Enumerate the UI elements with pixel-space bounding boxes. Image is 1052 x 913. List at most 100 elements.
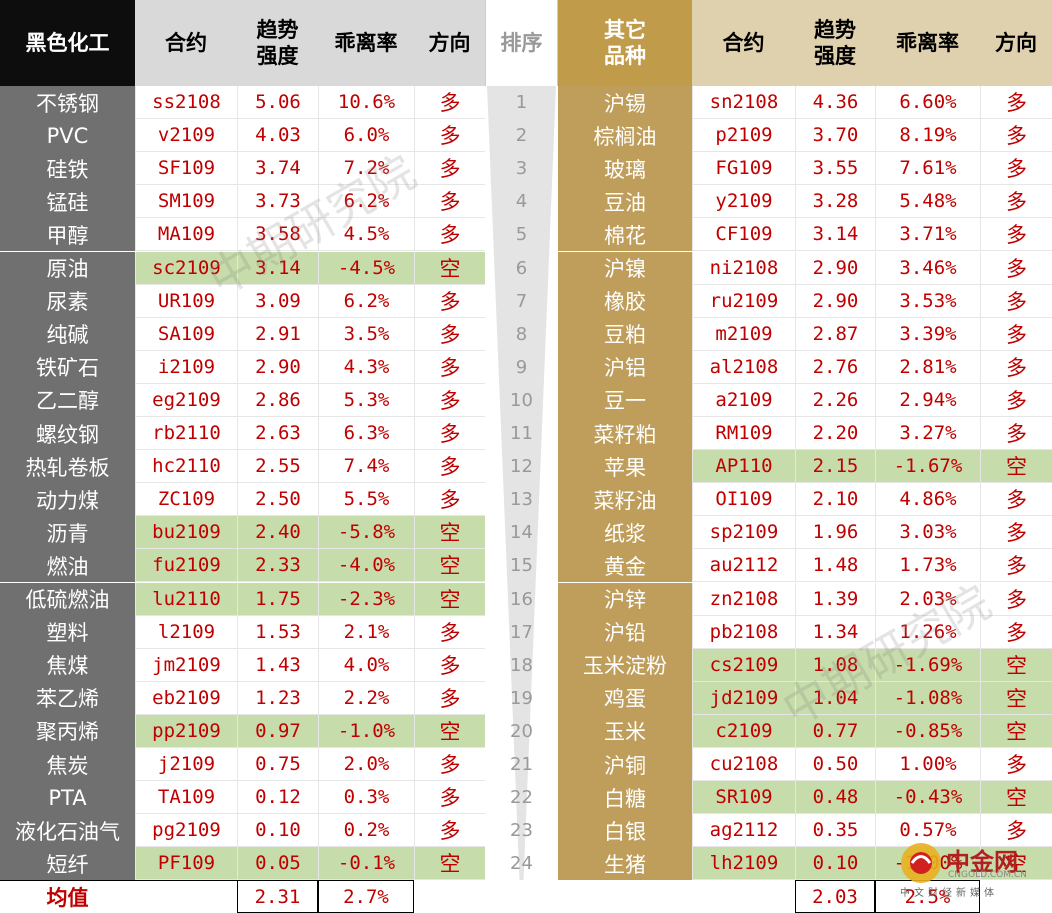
left-strength: 2.33 (237, 549, 318, 583)
left-deviation: 6.2% (318, 284, 414, 318)
left-name: 聚丙烯 (0, 714, 135, 748)
left-strength: 2.63 (237, 417, 318, 451)
right-direction: 多 (980, 483, 1052, 517)
left-contract: sc2109 (135, 251, 237, 285)
right-contract-header: 合约 (692, 0, 795, 86)
right-direction: 多 (980, 814, 1052, 848)
left-deviation: 7.2% (318, 152, 414, 186)
rank-number: 4 (515, 191, 528, 213)
right-strength: 1.96 (795, 516, 875, 550)
right-deviation: 1.26% (875, 615, 980, 649)
left-name: 铁矿石 (0, 350, 135, 384)
right-contract: ag2112 (692, 814, 795, 848)
right-name: 沪锌 (558, 582, 692, 616)
left-strength: 3.73 (237, 185, 318, 219)
right-contract: sn2108 (692, 86, 795, 120)
rank-number: 19 (510, 687, 533, 709)
right-contract: lh2109 (692, 847, 795, 881)
left-deviation: 2.0% (318, 748, 414, 782)
left-contract: pp2109 (135, 714, 237, 748)
left-contract: MA109 (135, 218, 237, 252)
left-strength: 0.75 (237, 748, 318, 782)
rank-number: 13 (510, 489, 533, 511)
left-deviation: 3.5% (318, 317, 414, 351)
rank-number: 21 (510, 754, 533, 776)
right-category-header: 其它 品种 (558, 0, 692, 86)
right-contract: y2109 (692, 185, 795, 219)
right-strength: 0.10 (795, 847, 875, 881)
left-direction: 空 (414, 251, 485, 285)
left-direction: 多 (414, 615, 485, 649)
left-direction: 空 (414, 516, 485, 550)
left-strength: 5.06 (237, 86, 318, 120)
left-direction: 多 (414, 417, 485, 451)
right-strength: 1.08 (795, 648, 875, 682)
right-name: 菜籽油 (558, 483, 692, 517)
right-deviation: 6.60% (875, 86, 980, 120)
left-deviation: -4.0% (318, 549, 414, 583)
left-deviation: 5.5% (318, 483, 414, 517)
right-strength: 0.35 (795, 814, 875, 848)
rank-number: 2 (515, 125, 528, 147)
left-deviation: 0.3% (318, 781, 414, 815)
right-name: 玻璃 (558, 152, 692, 186)
left-strength: 3.14 (237, 251, 318, 285)
right-deviation: 4.86% (875, 483, 980, 517)
right-contract: CF109 (692, 218, 795, 252)
right-deviation: 1.73% (875, 549, 980, 583)
right-deviation: 1.00% (875, 748, 980, 782)
rank-number: 12 (510, 456, 533, 478)
right-name: 沪铅 (558, 615, 692, 649)
right-name: 纸浆 (558, 516, 692, 550)
right-direction: 空 (980, 781, 1052, 815)
right-deviation: 3.46% (875, 251, 980, 285)
right-direction: 多 (980, 516, 1052, 550)
left-name: 苯乙烯 (0, 681, 135, 715)
left-deviation: -0.1% (318, 847, 414, 881)
rank-number: 10 (510, 389, 533, 411)
left-name: PVC (0, 119, 135, 153)
left-direction: 多 (414, 681, 485, 715)
rank-number: 8 (515, 323, 528, 345)
right-name: 玉米 (558, 714, 692, 748)
left-contract: lu2110 (135, 582, 237, 616)
right-name: 豆粕 (558, 317, 692, 351)
right-strength: 2.76 (795, 350, 875, 384)
left-deviation: -5.8% (318, 516, 414, 550)
left-strength: 2.91 (237, 317, 318, 351)
right-contract: pb2108 (692, 615, 795, 649)
left-deviation: 7.4% (318, 450, 414, 484)
left-contract: ss2108 (135, 86, 237, 120)
left-name: 甲醇 (0, 218, 135, 252)
right-deviation: 3.71% (875, 218, 980, 252)
left-contract-header: 合约 (135, 0, 237, 86)
right-direction-header: 方向 (980, 0, 1052, 86)
left-name: 低硫燃油 (0, 582, 135, 616)
right-contract: p2109 (692, 119, 795, 153)
left-deviation-header: 乖离率 (318, 0, 414, 86)
right-deviation: 3.03% (875, 516, 980, 550)
left-strength: 3.09 (237, 284, 318, 318)
right-direction: 空 (980, 714, 1052, 748)
rank-number: 14 (510, 522, 533, 544)
left-deviation: 2.1% (318, 615, 414, 649)
left-contract: i2109 (135, 350, 237, 384)
rank-number: 22 (510, 787, 533, 809)
left-deviation: 2.2% (318, 681, 414, 715)
left-deviation: 0.2% (318, 814, 414, 848)
left-strength: 3.74 (237, 152, 318, 186)
rank-number: 9 (515, 356, 528, 378)
left-deviation: 6.3% (318, 417, 414, 451)
right-direction: 多 (980, 549, 1052, 583)
right-direction: 多 (980, 350, 1052, 384)
left-contract: j2109 (135, 748, 237, 782)
right-name: 生猪 (558, 847, 692, 881)
right-name: 棕榈油 (558, 119, 692, 153)
right-contract: RM109 (692, 417, 795, 451)
right-contract: c2109 (692, 714, 795, 748)
right-name: 沪铜 (558, 748, 692, 782)
left-average-deviation: 2.7% (318, 880, 414, 913)
left-average-strength: 2.31 (237, 880, 318, 913)
right-strength: 1.34 (795, 615, 875, 649)
right-direction: 多 (980, 185, 1052, 219)
